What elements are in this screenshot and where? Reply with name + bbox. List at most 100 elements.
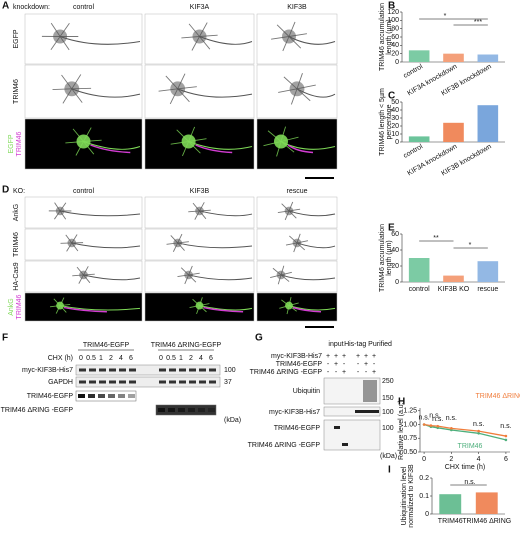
blot-label: GAPDH [48, 379, 73, 386]
row-label: TRIM46 [16, 294, 23, 319]
soma [181, 134, 196, 149]
header: knockdown: [13, 4, 50, 11]
axon [60, 305, 141, 311]
soma [282, 29, 296, 44]
y-tick-label: 20 [391, 123, 399, 130]
band [168, 408, 175, 412]
significance: *** [474, 19, 482, 26]
chx-value: 6 [129, 355, 133, 362]
y-tick-label: 0 [395, 139, 399, 146]
soma [192, 29, 207, 44]
axon [188, 274, 253, 281]
band [79, 368, 86, 372]
sign: - [343, 361, 346, 368]
row-label: AnkG [13, 204, 20, 222]
micrograph [256, 260, 338, 293]
y-tick-label: 1.25 [403, 408, 417, 415]
row-label: TRIM46 [16, 131, 23, 156]
point [504, 434, 508, 438]
column-header: control [73, 4, 94, 11]
micrograph [256, 292, 338, 322]
band [88, 394, 95, 398]
column-header: control [73, 188, 94, 195]
micrograph [24, 64, 143, 119]
axon [177, 242, 253, 249]
y-tick-label: 1.00 [403, 421, 417, 428]
blot [75, 376, 221, 388]
smear [363, 380, 377, 402]
header: KO: [13, 188, 25, 195]
band [118, 394, 125, 398]
x-tick-label: 6 [504, 456, 508, 463]
bar [408, 258, 430, 282]
axon-segment [63, 306, 107, 313]
marker: 100 [382, 425, 394, 432]
panel-label: A [2, 1, 9, 12]
blot-label: TRIM46 ΔRING -EGFP [1, 407, 74, 414]
y-tick-label: 100 [387, 17, 399, 24]
soma [79, 270, 88, 280]
band [89, 380, 96, 384]
y-axis-label: normalized to KIF3B [408, 464, 415, 528]
y-tick-label: 120 [387, 9, 399, 16]
y-tick-label: 0 [425, 511, 429, 518]
micrograph [256, 13, 338, 65]
soma [173, 238, 183, 248]
micrograph [24, 13, 143, 65]
row-label: EGFP [8, 134, 15, 153]
chx-value: 1 [179, 355, 183, 362]
chx-value: 4 [199, 355, 203, 362]
x-tick-label: KIF3B KO [438, 286, 470, 293]
band [158, 408, 165, 412]
band [209, 380, 216, 384]
sign: - [373, 361, 376, 368]
series-line [423, 423, 507, 437]
sign: + [342, 369, 346, 376]
bar [443, 53, 464, 62]
condition-label: myc-KIF3B-His7 [271, 353, 322, 360]
y-tick-label: 0.75 [403, 435, 417, 442]
x-tick-label: control [402, 63, 424, 80]
band [209, 368, 216, 372]
y-tick-label: 20 [391, 51, 399, 58]
marker: 37 [224, 379, 232, 386]
band [108, 394, 115, 398]
x-tick-label: 2 [449, 456, 453, 463]
band [189, 368, 196, 372]
chx-label: CHX (h) [48, 355, 73, 362]
band [79, 380, 86, 384]
blot [155, 404, 217, 416]
soma [284, 206, 294, 216]
row-label: TRIM46 [13, 232, 20, 257]
soma [195, 301, 204, 310]
blot-label: myc-KIF3B-His7 [22, 367, 73, 374]
column-header: input [328, 341, 343, 348]
band [99, 380, 106, 384]
row-label: AnkG [8, 298, 15, 316]
soma [64, 81, 80, 97]
band [99, 368, 106, 372]
y-tick-label: 60 [391, 231, 399, 238]
y-axis-label: TRIM46 accumulation [379, 224, 386, 292]
soma [55, 206, 65, 216]
x-tick-label: control [402, 143, 424, 160]
blot-label: TRIM46 ΔRING -EGFP [248, 442, 321, 449]
sign: + [334, 361, 338, 368]
column-header: KIF3A [190, 4, 210, 11]
axon [71, 242, 141, 249]
panel-label: F [2, 333, 8, 344]
column-header: KIF3B [287, 4, 307, 11]
y-axis-label: TRIM46 length < 5µm [379, 88, 386, 156]
column-header: rescue [286, 188, 307, 195]
band [119, 380, 126, 384]
soma [53, 29, 68, 44]
y-tick-label: 0.1 [419, 493, 429, 500]
band [178, 408, 185, 412]
band [198, 408, 205, 412]
axon [59, 36, 141, 45]
x-tick-label: rescue [477, 286, 498, 293]
band [342, 443, 348, 446]
y-tick-label: 20 [391, 263, 399, 270]
blot [75, 390, 137, 402]
y-tick-label: 0.50 [403, 449, 417, 456]
